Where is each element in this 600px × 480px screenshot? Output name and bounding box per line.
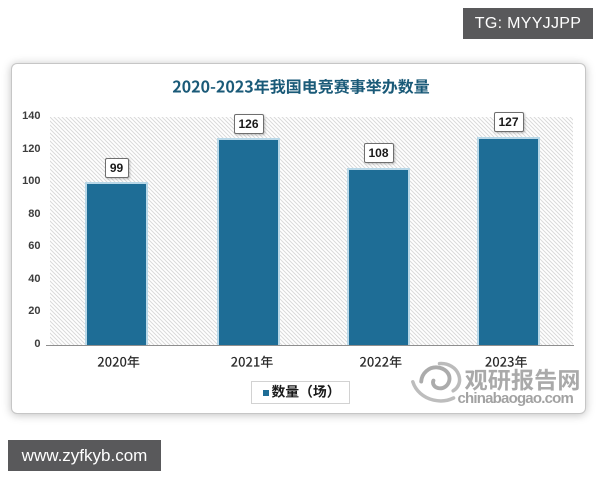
svg-text:chinabaogao.com: chinabaogao.com: [458, 390, 574, 407]
